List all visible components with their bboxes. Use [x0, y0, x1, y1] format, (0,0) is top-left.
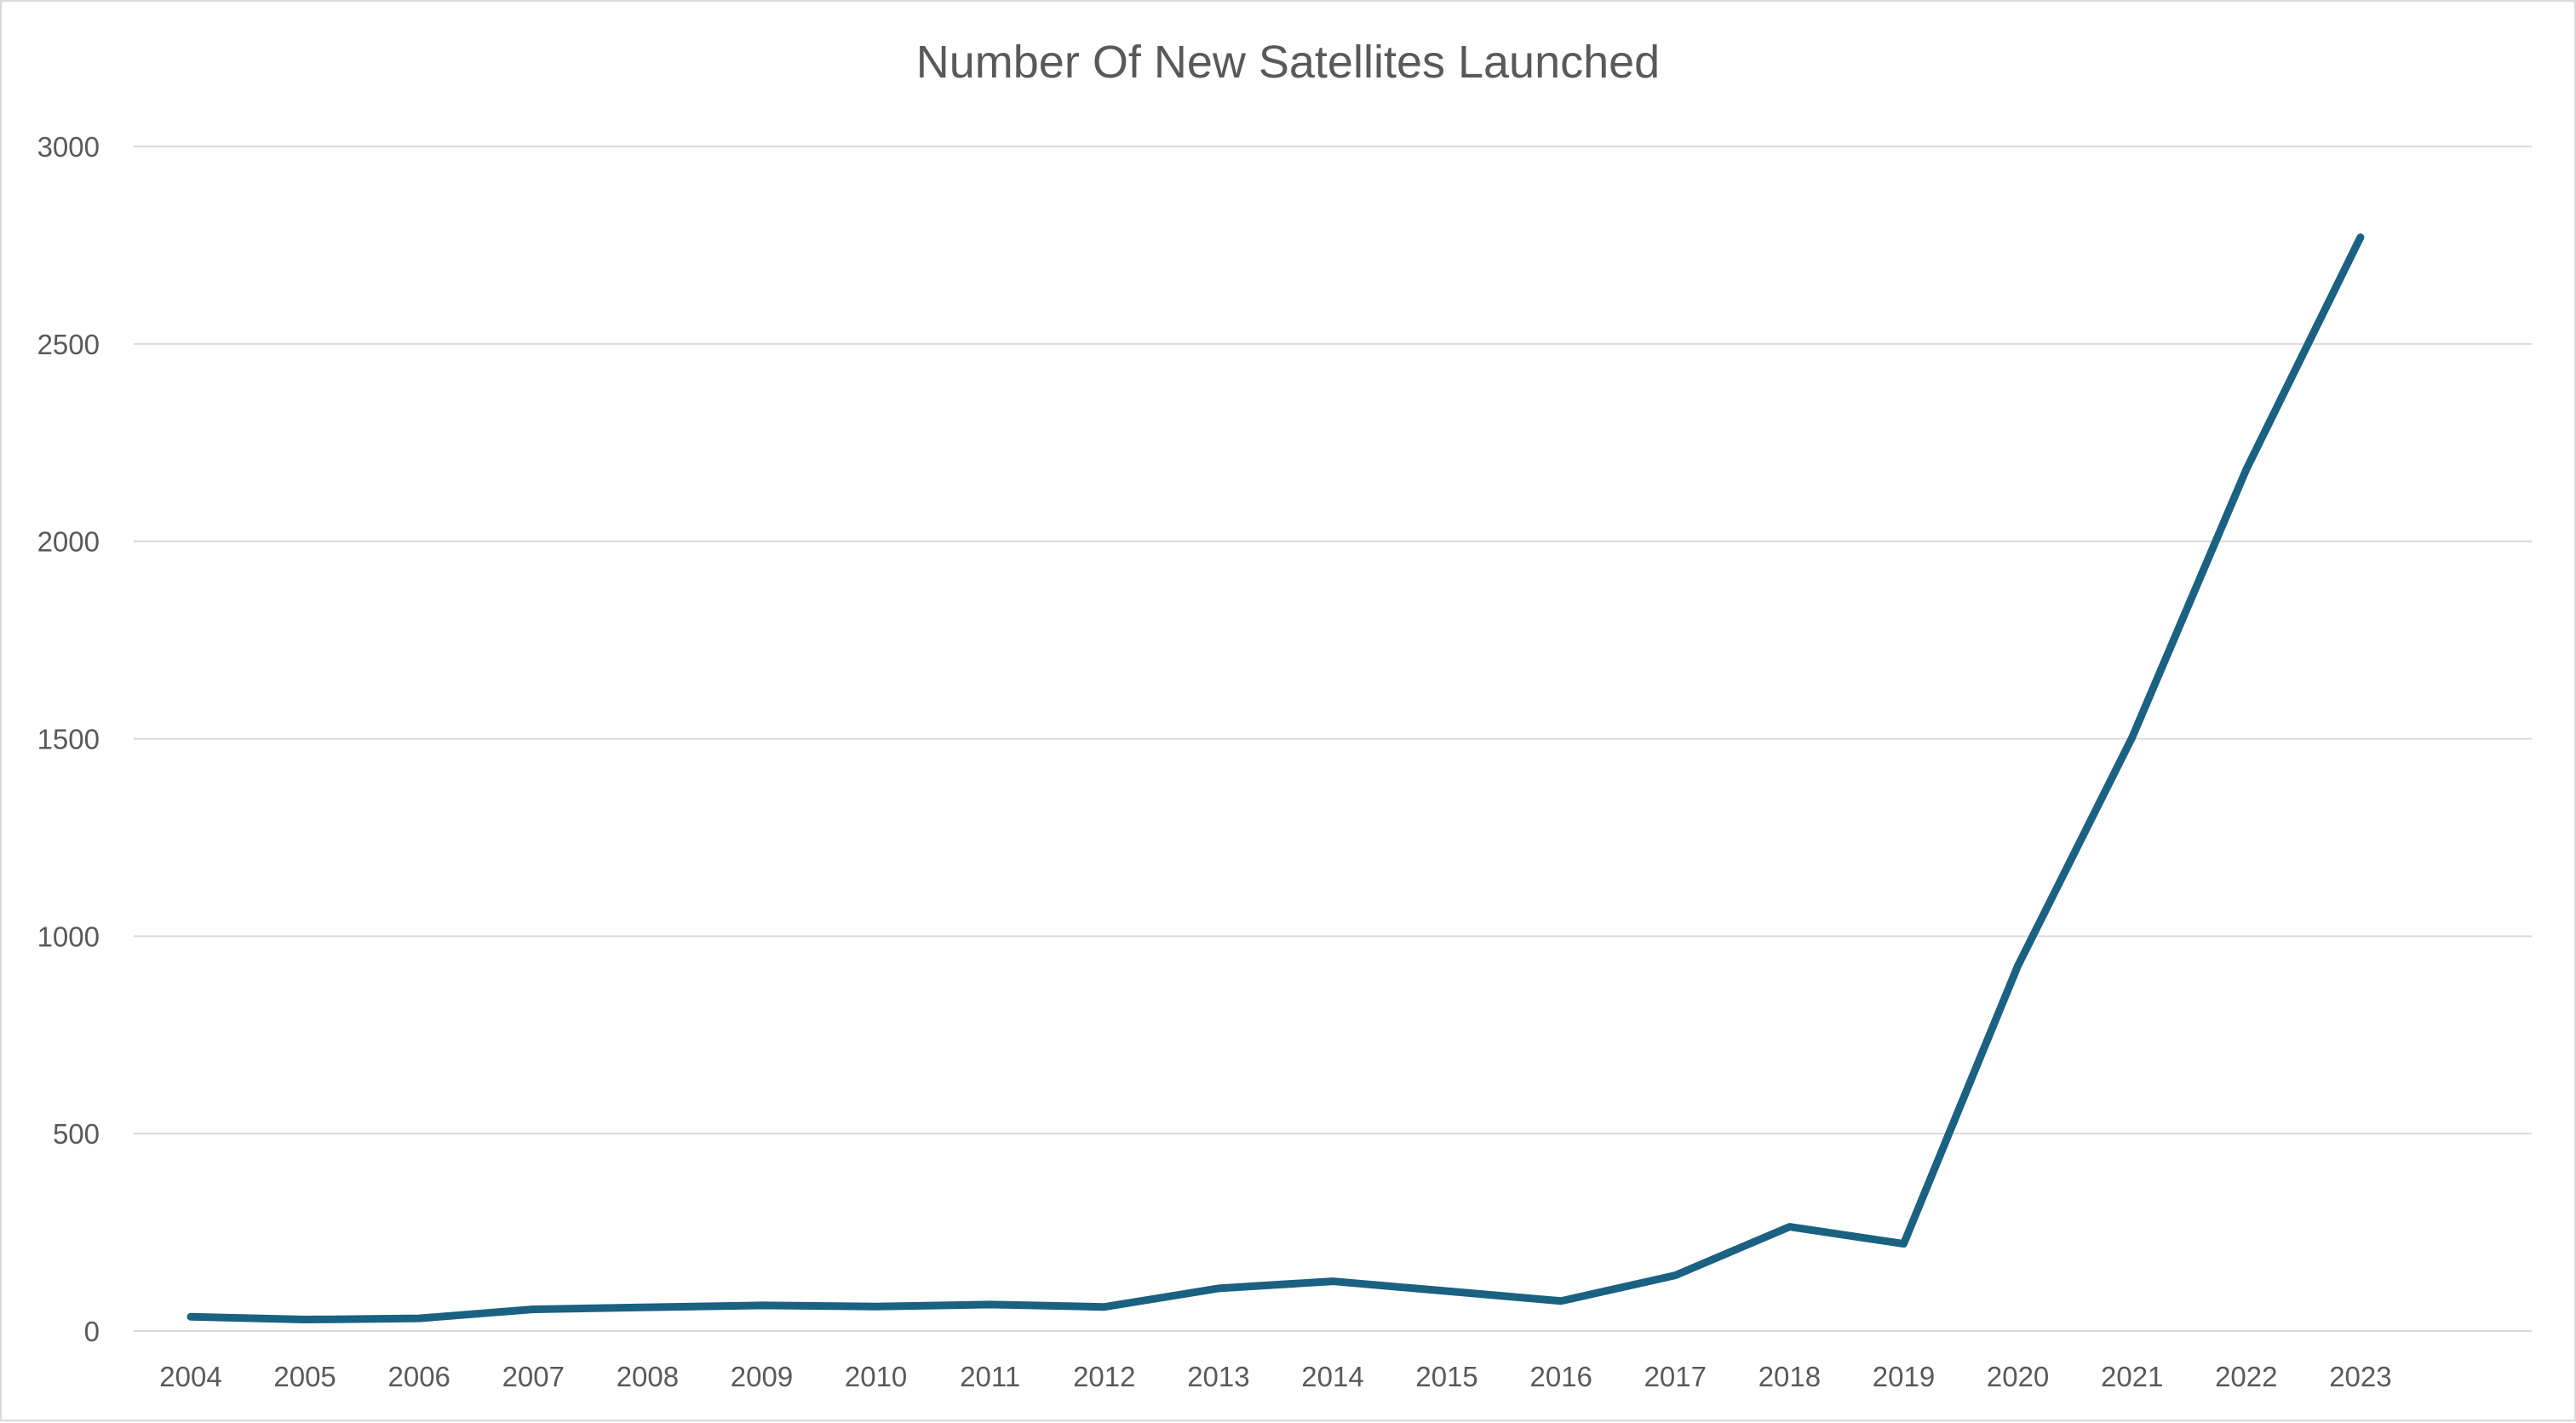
chart-title: Number Of New Satellites Launched [915, 37, 1661, 88]
y-tick-label: 1000 [37, 921, 100, 952]
x-tick-label: 2020 [1987, 1361, 2049, 1392]
series-line [186, 233, 2365, 1324]
x-tick-label: 2022 [2215, 1361, 2277, 1392]
x-tick-label: 2017 [1644, 1361, 1707, 1392]
x-tick-label: 2013 [1187, 1361, 1249, 1392]
x-tick-label: 2005 [273, 1361, 336, 1392]
y-tick-label: 2000 [37, 526, 100, 558]
x-tick-label: 2010 [845, 1361, 907, 1392]
y-tick-label: 3000 [37, 131, 100, 163]
x-tick-label: 2016 [1529, 1361, 1592, 1392]
x-tick-label: 2004 [159, 1361, 221, 1392]
x-tick-label: 2014 [1301, 1361, 1363, 1392]
x-tick-label: 2023 [2329, 1361, 2391, 1392]
x-tick-label: 2011 [960, 1361, 1020, 1392]
x-tick-label: 2009 [731, 1361, 793, 1392]
y-tick-label: 1500 [37, 724, 100, 755]
y-tick-label: 500 [53, 1118, 100, 1150]
x-tick-label: 2015 [1415, 1361, 1477, 1392]
x-tick-label: 2006 [387, 1361, 450, 1392]
x-tick-label: 2007 [502, 1361, 565, 1392]
x-tick-label: 2008 [617, 1361, 679, 1392]
y-tick-label: 0 [84, 1316, 100, 1347]
x-tick-label: 2018 [1758, 1361, 1821, 1392]
x-tick-label: 2021 [2101, 1361, 2163, 1392]
y-tick-label: 2500 [37, 329, 100, 360]
x-tick-label: 2019 [1873, 1361, 1935, 1392]
x-tick-label: 2012 [1073, 1361, 1135, 1392]
